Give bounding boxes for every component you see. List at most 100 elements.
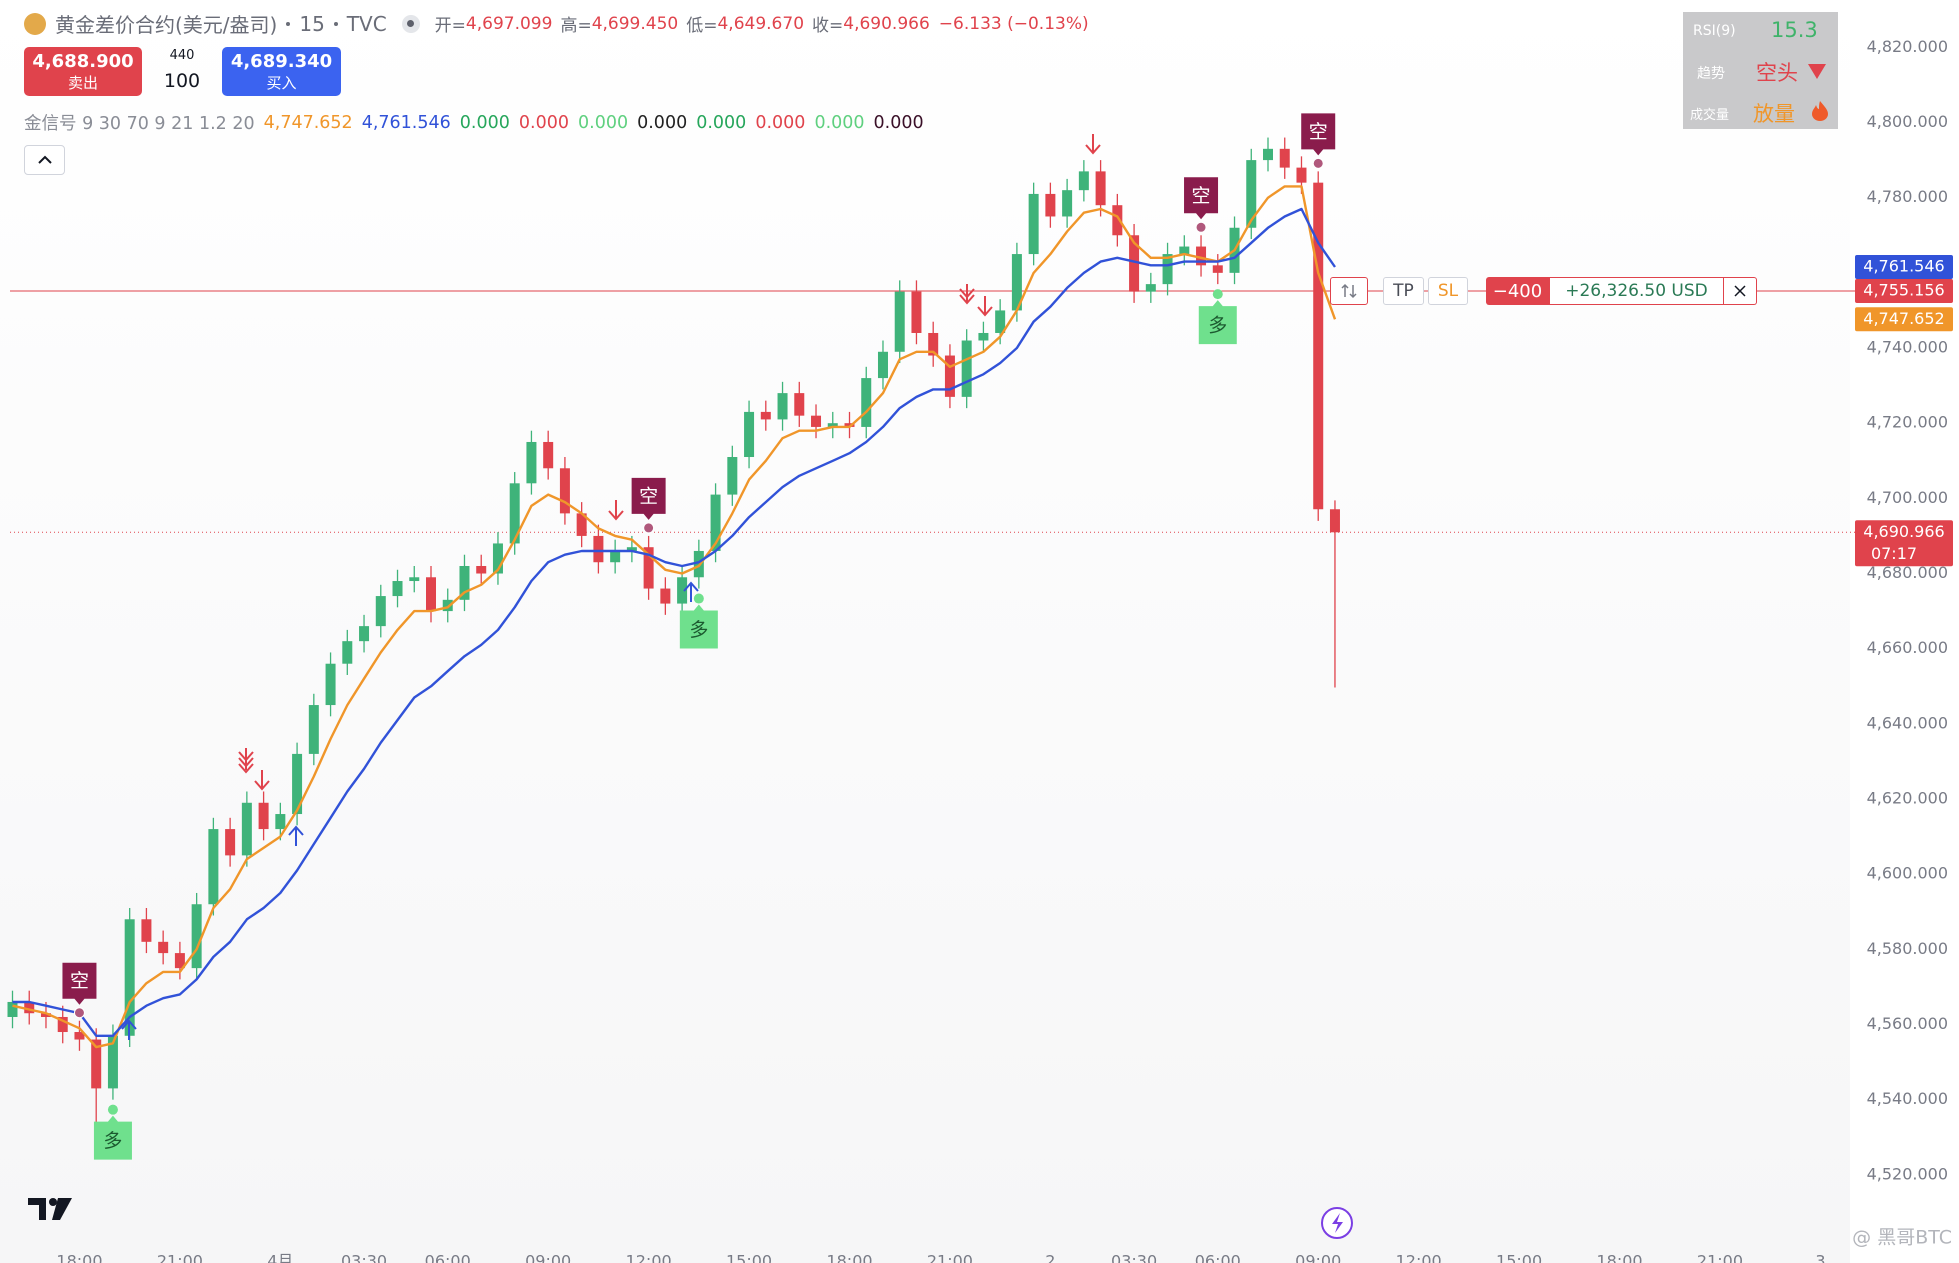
candle-body bbox=[961, 340, 972, 397]
ohlc: 开= 4,697.099 高= 4,699.450 低= 4,649.670 收= 4,690… bbox=[435, 11, 930, 37]
candle-body bbox=[677, 577, 688, 604]
lightning-icon bbox=[1332, 1213, 1343, 1233]
candle-body bbox=[1196, 246, 1207, 266]
ohlc-label: 收= bbox=[812, 16, 844, 36]
candle-body bbox=[944, 355, 955, 397]
price-badge-label: 4,761.546 bbox=[1863, 257, 1944, 276]
candle-body bbox=[74, 1032, 85, 1040]
candle-body bbox=[442, 599, 453, 612]
logo-part bbox=[49, 1198, 57, 1206]
candle-body bbox=[727, 457, 738, 495]
candle-body bbox=[208, 829, 219, 905]
candle-body bbox=[1129, 235, 1140, 292]
y-tick-label: 4,820.000 bbox=[1867, 37, 1948, 56]
y-tick-label: 4,800.000 bbox=[1867, 112, 1948, 131]
price-badge-label: 4,755.156 bbox=[1863, 281, 1944, 300]
x-tick-label: 21:00 bbox=[157, 1252, 203, 1263]
x-tick-label: 21:00 bbox=[1697, 1252, 1743, 1263]
buy-button[interactable]: 4,689.340 买入 bbox=[222, 47, 341, 96]
candle-body bbox=[1313, 182, 1324, 510]
candle-body bbox=[626, 547, 637, 551]
signal-box bbox=[1198, 300, 1237, 345]
x-tick-label: 15:00 bbox=[726, 1252, 772, 1263]
y-tick-label: 4,680.000 bbox=[1867, 563, 1948, 582]
y-tick-label: 4,560.000 bbox=[1867, 1014, 1948, 1033]
replay-button[interactable] bbox=[1321, 1207, 1353, 1239]
quantity[interactable]: 100 bbox=[163, 69, 201, 92]
candle-body bbox=[325, 663, 336, 706]
separator bbox=[286, 21, 291, 26]
candle-body bbox=[643, 547, 654, 589]
signal-label: 多 bbox=[689, 619, 708, 641]
candle-body bbox=[1263, 148, 1273, 161]
up-arrow bbox=[121, 1019, 137, 1040]
candle-body bbox=[426, 577, 436, 612]
indicator-value: 0.000 bbox=[518, 112, 569, 133]
tradingview-logo bbox=[28, 1198, 72, 1220]
y-tick-label: 4,540.000 bbox=[1867, 1089, 1948, 1108]
x-tick-label: 06:00 bbox=[425, 1252, 471, 1263]
signal-box bbox=[62, 962, 97, 1005]
collapse-button[interactable] bbox=[24, 145, 65, 175]
signal-marker: 空 bbox=[1184, 177, 1219, 233]
symbol-header: 黄金差价合约(美元/盎司) 15 TVC 开= 4,697.099 高= 4,699.… bbox=[24, 9, 1089, 38]
buy-price: 4,689.340 bbox=[230, 50, 333, 72]
candle-body bbox=[476, 565, 487, 574]
indicator-value: 4,761.546 bbox=[361, 112, 451, 133]
x-tick-label: 12:00 bbox=[626, 1252, 672, 1263]
signal-label: 空 bbox=[1192, 185, 1211, 207]
x-tick-label: 03:30 bbox=[341, 1252, 387, 1263]
candle-body bbox=[141, 919, 152, 942]
price-badge bbox=[1855, 520, 1953, 567]
volume-label: 成交量 bbox=[1690, 108, 1730, 123]
candle-body bbox=[995, 310, 1006, 333]
candle-body bbox=[1279, 148, 1290, 168]
y-tick-label: 4,640.000 bbox=[1867, 713, 1948, 732]
candle-body bbox=[375, 596, 386, 627]
signal-dot bbox=[693, 593, 704, 604]
x-tick-label: 03:30 bbox=[1111, 1252, 1157, 1263]
position-pnl: +26,326.50 USD bbox=[1549, 277, 1724, 305]
x-tick-label: 18:00 bbox=[56, 1252, 102, 1263]
candle-body bbox=[492, 543, 503, 574]
take-profit-button[interactable]: TP bbox=[1383, 277, 1424, 305]
ohlc-value: 4,690.966 bbox=[843, 13, 930, 34]
source: TVC bbox=[346, 11, 387, 36]
indicator-legend: 金信号 9 30 70 9 21 1.2 20 4,747.652 4,761.5… bbox=[24, 110, 924, 135]
signal-box bbox=[1301, 113, 1336, 156]
x-tick-label: 12:00 bbox=[1396, 1252, 1442, 1263]
volume-value: 放量 bbox=[1753, 102, 1795, 126]
candle-body bbox=[1329, 509, 1340, 533]
reverse-button[interactable] bbox=[1330, 277, 1368, 305]
signal-marker: 空 bbox=[631, 477, 666, 534]
down-arrow bbox=[254, 770, 270, 791]
candle-body bbox=[1028, 193, 1039, 255]
candle-body bbox=[744, 411, 755, 458]
reverse-icon bbox=[1341, 283, 1357, 299]
symbol-title[interactable]: 黄金差价合约(美元/盎司) bbox=[55, 13, 278, 37]
indicator-name[interactable]: 金信号 9 30 70 9 21 1.2 20 bbox=[24, 114, 255, 134]
candle-body bbox=[593, 535, 604, 563]
candle-body bbox=[526, 441, 537, 484]
x-tick-label: 4月 bbox=[267, 1252, 293, 1263]
candle-body bbox=[660, 588, 671, 604]
interval[interactable]: 15 bbox=[299, 11, 325, 36]
signal-dot bbox=[1312, 157, 1324, 169]
position-quantity: −400 bbox=[1486, 277, 1549, 305]
candle-body bbox=[91, 1039, 102, 1089]
trend-value: 空头 bbox=[1756, 61, 1798, 85]
trend-down-icon bbox=[1808, 64, 1826, 79]
watermark: @ 黑哥BTC bbox=[1852, 1227, 1952, 1249]
candle-body bbox=[877, 351, 888, 379]
close-position-button[interactable] bbox=[1724, 277, 1757, 305]
stop-loss-button[interactable]: SL bbox=[1428, 277, 1468, 305]
x-tick-label: 09:00 bbox=[525, 1252, 571, 1263]
candle-body bbox=[1296, 167, 1307, 183]
indicator-value: 0.000 bbox=[459, 112, 510, 133]
candle-body bbox=[1179, 246, 1190, 255]
candle-body bbox=[844, 423, 855, 427]
rsi-value: 15.3 bbox=[1771, 18, 1818, 42]
ohlc-label: 高= bbox=[560, 16, 592, 36]
sell-button[interactable]: 4,688.900 卖出 bbox=[24, 47, 142, 96]
